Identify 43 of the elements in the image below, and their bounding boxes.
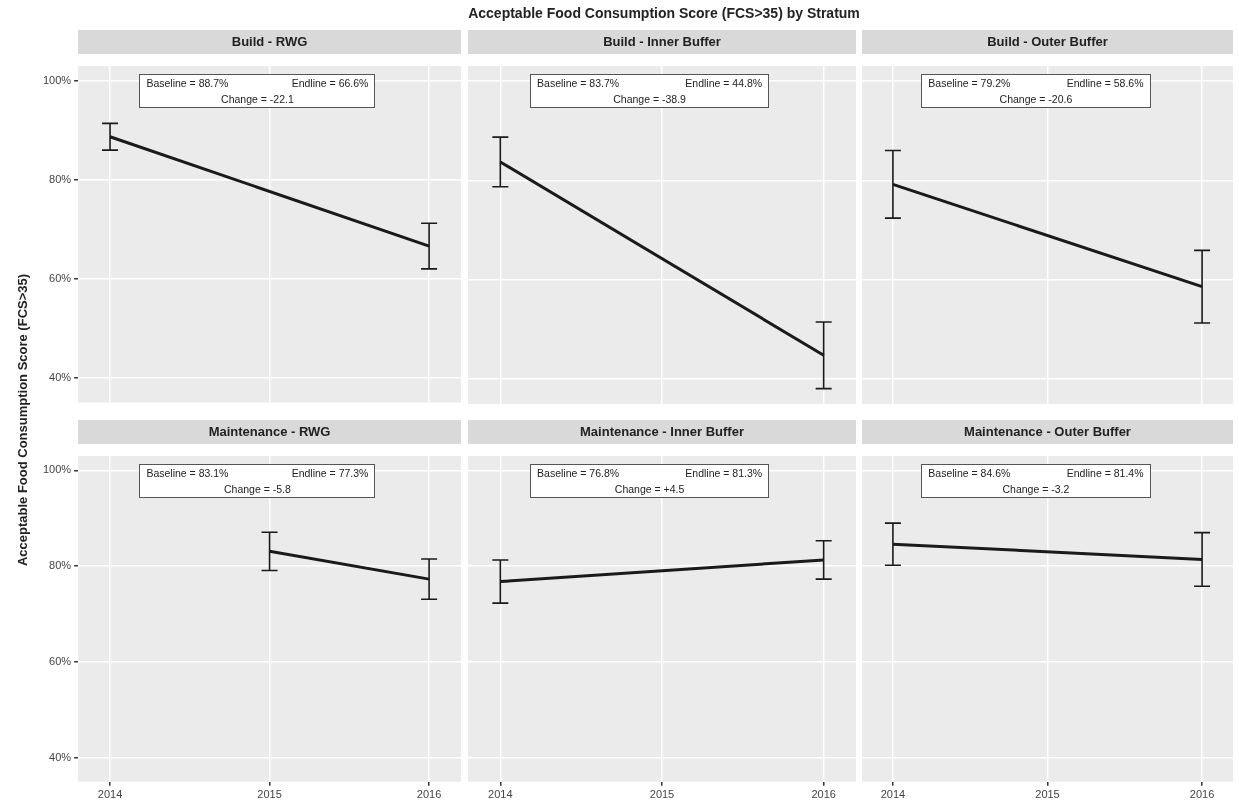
chart-subtitle: Maintenance - RWG [78, 420, 461, 444]
annotation: Endline = 81.4% [1065, 467, 1144, 479]
annotation: Change = -22.1 [220, 93, 295, 105]
annotation: Endline = 66.6% [290, 77, 369, 89]
y-tick-label: 60% [49, 655, 72, 668]
y-tick-label: 100% [42, 73, 72, 86]
x-tick-label: 2016 [1189, 788, 1215, 801]
y-axis-title: Acceptable Food Consumption Score (FCS>35) [14, 273, 30, 567]
annotation: Baseline = 79.2% [928, 77, 1012, 89]
annotation: Change = +4.5 [613, 483, 686, 495]
y-tick-label: 40% [49, 750, 72, 763]
annotation: Change = -38.9 [612, 93, 687, 105]
annotation: Endline = 44.8% [684, 77, 763, 89]
x-tick-label: 2015 [257, 788, 282, 801]
annotation: Endline = 58.6% [1065, 77, 1144, 89]
y-tick-label: 40% [49, 370, 72, 383]
x-tick-label: 2015 [649, 788, 675, 801]
annotation: Change = -5.8 [223, 483, 292, 495]
y-tick-label: 60% [49, 271, 72, 284]
annotation: Endline = 77.3% [290, 467, 369, 479]
x-tick-label: 2014 [97, 788, 123, 801]
x-tick-label: 2016 [811, 788, 836, 801]
annotation: Change = -20.6 [998, 93, 1074, 105]
x-tick-label: 2014 [488, 788, 513, 801]
chart-subtitle: Maintenance - Inner Buffer [468, 420, 856, 444]
annotation: Baseline = 83.1% [146, 467, 230, 479]
annotation: Baseline = 84.6% [928, 467, 1012, 479]
annotation: Baseline = 88.7% [146, 77, 230, 89]
x-tick-label: 2014 [880, 788, 906, 801]
y-tick-label: 80% [49, 172, 72, 185]
chart-subtitle: Maintenance - Outer Buffer [862, 420, 1233, 444]
annotation: Change = -3.2 [1001, 483, 1071, 495]
annotation: Baseline = 76.8% [537, 467, 621, 479]
y-tick-label: 100% [42, 463, 72, 476]
x-tick-label: 2015 [1035, 788, 1060, 801]
annotation: Endline = 81.3% [684, 467, 763, 479]
chart-subtitle: Build - Outer Buffer [862, 30, 1233, 54]
annotation: Baseline = 83.7% [537, 77, 621, 89]
y-tick-label: 80% [49, 559, 72, 572]
chart-subtitle: Build - Inner Buffer [468, 30, 856, 54]
chart-title: Acceptable Food Consumption Score (FCS>35) by Stratum [467, 5, 861, 21]
chart-subtitle: Build - RWG [78, 30, 461, 54]
x-tick-label: 2016 [416, 788, 442, 801]
